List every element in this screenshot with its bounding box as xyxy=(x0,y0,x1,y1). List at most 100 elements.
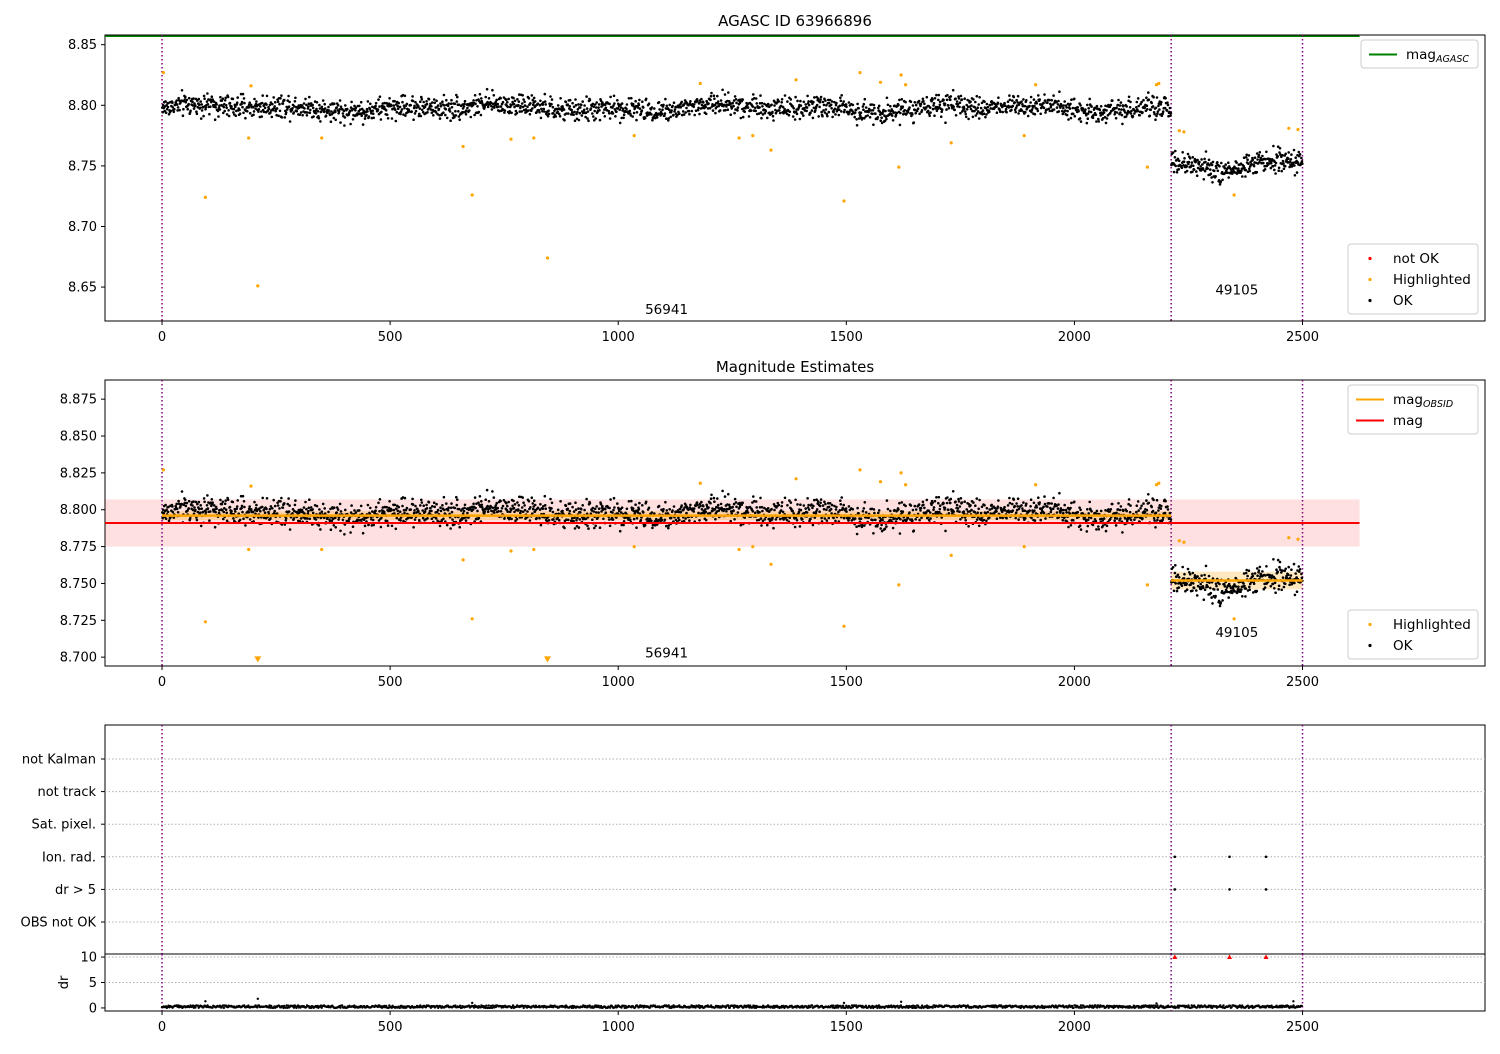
ok-point xyxy=(1289,577,1292,580)
ok-point xyxy=(1205,565,1208,568)
ok-point xyxy=(619,530,622,533)
ok-point xyxy=(375,102,378,105)
ok-point xyxy=(1154,526,1157,529)
ok-point xyxy=(856,124,859,127)
y-tick-label: 8.700 xyxy=(60,651,97,666)
ok-point xyxy=(589,99,592,102)
ok-point xyxy=(1245,572,1248,575)
ok-point xyxy=(496,103,499,106)
ok-point xyxy=(1140,505,1143,508)
ok-point xyxy=(1065,509,1068,512)
ok-point xyxy=(658,101,661,104)
ok-point xyxy=(222,501,225,504)
ok-point xyxy=(552,511,555,514)
ok-point xyxy=(442,518,445,521)
legend-label: OK xyxy=(1393,293,1414,309)
ok-point xyxy=(385,102,388,105)
ok-point xyxy=(493,496,496,499)
ok-point xyxy=(1031,108,1034,111)
ok-point xyxy=(333,102,336,105)
ok-point xyxy=(230,510,233,513)
ok-point xyxy=(732,105,735,108)
ok-point xyxy=(529,519,532,522)
ok-point xyxy=(636,111,639,114)
ok-point xyxy=(665,525,668,528)
ok-point xyxy=(773,509,776,512)
legend-top-right: magAGASC xyxy=(1361,40,1478,68)
ok-point xyxy=(1152,510,1155,513)
ok-point xyxy=(242,93,245,96)
ok-point xyxy=(758,511,761,514)
ok-point xyxy=(451,518,454,521)
ok-point xyxy=(466,512,469,515)
ok-point xyxy=(474,103,477,106)
ok-point xyxy=(379,498,382,501)
ok-point xyxy=(1274,582,1277,585)
ok-point xyxy=(226,520,229,523)
ok-point xyxy=(609,117,612,120)
obsid-label: 56941 xyxy=(645,302,688,318)
highlighted-point xyxy=(795,78,798,81)
highlighted-point xyxy=(1157,82,1160,85)
ok-point xyxy=(1210,592,1213,595)
ok-point xyxy=(843,517,846,520)
ok-point xyxy=(1156,96,1159,99)
ok-point xyxy=(191,101,194,104)
ok-point xyxy=(236,101,239,104)
ok-point xyxy=(1218,583,1221,586)
ok-point xyxy=(981,506,984,509)
ok-point xyxy=(884,528,887,531)
ok-point xyxy=(1294,174,1297,177)
ok-point xyxy=(1221,179,1224,182)
ok-point xyxy=(884,110,887,113)
ok-point xyxy=(1203,574,1206,577)
ok-point xyxy=(1142,502,1145,505)
ok-point xyxy=(1259,151,1262,154)
ok-point xyxy=(700,501,703,504)
ok-point xyxy=(259,510,262,513)
ok-point xyxy=(279,110,282,113)
ok-point xyxy=(1277,155,1280,158)
ok-point xyxy=(839,509,842,512)
ok-point xyxy=(279,500,282,503)
ok-point xyxy=(735,102,738,105)
ok-point xyxy=(1200,574,1203,577)
ok-point xyxy=(972,116,975,119)
ok-point xyxy=(287,497,290,500)
ok-point xyxy=(1117,99,1120,102)
ok-point xyxy=(939,504,942,507)
ok-point xyxy=(404,114,407,117)
ok-point xyxy=(412,100,415,103)
ok-point xyxy=(1148,98,1151,101)
ok-point xyxy=(661,519,664,522)
ok-point xyxy=(244,524,247,527)
ok-point xyxy=(495,99,498,102)
ok-point xyxy=(1120,505,1123,508)
ok-point xyxy=(1185,165,1188,168)
ok-point xyxy=(283,99,286,102)
ok-point xyxy=(576,517,579,520)
ok-point xyxy=(456,498,459,501)
ok-point xyxy=(527,109,530,112)
highlighted-point xyxy=(751,545,754,548)
ok-point xyxy=(886,97,889,100)
ok-point xyxy=(181,490,184,493)
ok-point xyxy=(556,517,559,520)
ok-point xyxy=(873,104,876,107)
ok-point xyxy=(500,510,503,513)
ok-point xyxy=(1235,585,1238,588)
ok-point xyxy=(196,519,199,522)
ok-point xyxy=(189,517,192,520)
ok-point xyxy=(842,100,845,103)
ok-point xyxy=(879,119,882,122)
ok-point xyxy=(1003,506,1006,509)
ok-point xyxy=(616,502,619,505)
ok-point xyxy=(997,499,1000,502)
ok-point xyxy=(628,500,631,503)
highlighted-point xyxy=(900,73,903,76)
ok-point xyxy=(595,101,598,104)
ok-point xyxy=(819,101,822,104)
ok-point xyxy=(1057,507,1060,510)
ok-point xyxy=(915,508,918,511)
ok-point xyxy=(809,518,812,521)
